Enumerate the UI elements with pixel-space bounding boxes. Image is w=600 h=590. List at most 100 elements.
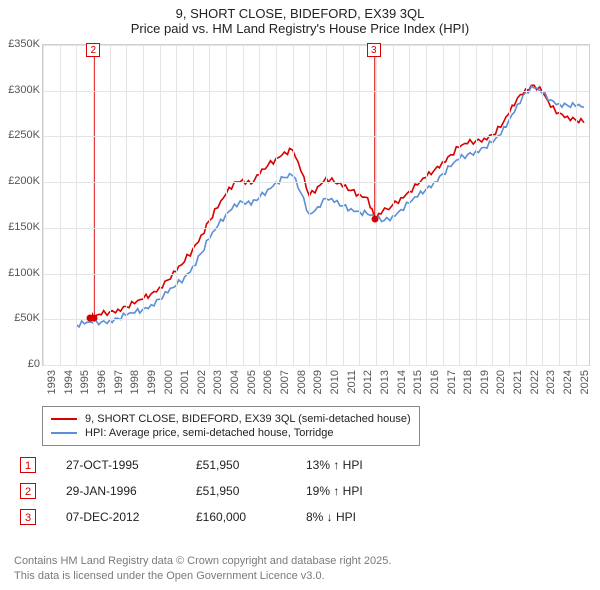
y-tick-label: £0 (0, 358, 40, 370)
y-tick-label: £200K (0, 175, 40, 187)
tx-price: £51,950 (196, 484, 306, 498)
gridline-h (43, 182, 589, 183)
x-tick-label: 2005 (246, 370, 258, 394)
y-tick-label: £250K (0, 129, 40, 141)
x-tick-label: 2010 (329, 370, 341, 394)
x-tick-label: 2014 (396, 370, 408, 394)
x-tick-label: 2007 (279, 370, 291, 394)
legend: 9, SHORT CLOSE, BIDEFORD, EX39 3QL (semi… (42, 406, 420, 446)
gridline-v (576, 45, 577, 365)
gridline-v (293, 45, 294, 365)
table-row: 2 29-JAN-1996£51,95019% ↑ HPI (20, 478, 426, 504)
gridline-h (43, 365, 589, 366)
x-tick-label: 2025 (579, 370, 591, 394)
gridline-v (76, 45, 77, 365)
gridline-v (60, 45, 61, 365)
x-tick-label: 1999 (146, 370, 158, 394)
gridline-v (376, 45, 377, 365)
footer-line2: This data is licensed under the Open Gov… (14, 569, 391, 584)
x-tick-label: 2013 (379, 370, 391, 394)
legend-item: HPI: Average price, semi-detached house,… (51, 427, 411, 439)
titles: 9, SHORT CLOSE, BIDEFORD, EX39 3QL Price… (0, 0, 600, 36)
tx-marker: 3 (20, 509, 36, 525)
gridline-v (126, 45, 127, 365)
gridline-v (526, 45, 527, 365)
gridline-v (143, 45, 144, 365)
gridline-v (243, 45, 244, 365)
gridline-v (409, 45, 410, 365)
sale-marker-label: 2 (86, 43, 100, 57)
gridline-v (160, 45, 161, 365)
tx-marker: 2 (20, 483, 36, 499)
gridline-v (43, 45, 44, 365)
gridline-v (359, 45, 360, 365)
series-line (76, 86, 584, 327)
tx-date: 29-JAN-1996 (66, 484, 196, 498)
x-tick-label: 2000 (163, 370, 175, 394)
x-tick-label: 1994 (63, 370, 75, 394)
x-tick-label: 1995 (79, 370, 91, 394)
subtitle: Price paid vs. HM Land Registry's House … (0, 21, 600, 36)
gridline-v (276, 45, 277, 365)
gridline-h (43, 91, 589, 92)
legend-label: 9, SHORT CLOSE, BIDEFORD, EX39 3QL (semi… (85, 413, 411, 425)
address-title: 9, SHORT CLOSE, BIDEFORD, EX39 3QL (0, 6, 600, 21)
x-tick-label: 1997 (113, 370, 125, 394)
gridline-v (476, 45, 477, 365)
gridline-v (110, 45, 111, 365)
x-tick-label: 2016 (429, 370, 441, 394)
gridline-v (226, 45, 227, 365)
x-tick-label: 2020 (495, 370, 507, 394)
table-row: 127-OCT-1995£51,95013% ↑ HPI (20, 452, 426, 478)
gridline-v (443, 45, 444, 365)
x-tick-label: 2022 (529, 370, 541, 394)
x-tick-label: 2019 (479, 370, 491, 394)
gridline-v (343, 45, 344, 365)
x-tick-label: 2012 (362, 370, 374, 394)
x-tick-label: 2015 (412, 370, 424, 394)
legend-swatch (51, 432, 77, 434)
x-tick-label: 2024 (562, 370, 574, 394)
x-tick-label: 2003 (212, 370, 224, 394)
gridline-h (43, 319, 589, 320)
x-tick-label: 1998 (129, 370, 141, 394)
legend-label: HPI: Average price, semi-detached house,… (85, 427, 333, 439)
x-tick-label: 1996 (96, 370, 108, 394)
gridline-v (459, 45, 460, 365)
gridline-h (43, 274, 589, 275)
tx-delta: 19% ↑ HPI (306, 484, 426, 498)
series-svg (43, 45, 589, 365)
tx-marker: 1 (20, 457, 36, 473)
gridline-h (43, 136, 589, 137)
x-tick-label: 2021 (512, 370, 524, 394)
table-row: 3 07-DEC-2012£160,0008% ↓ HPI (20, 504, 426, 530)
gridline-h (43, 45, 589, 46)
legend-swatch (51, 418, 77, 420)
gridline-v (326, 45, 327, 365)
tx-delta: 8% ↓ HPI (306, 510, 426, 524)
sale-marker-label: 3 (367, 43, 381, 57)
gridline-v (542, 45, 543, 365)
x-tick-label: 2011 (346, 370, 358, 394)
tx-price: £160,000 (196, 510, 306, 524)
gridline-v (559, 45, 560, 365)
x-tick-label: 2002 (196, 370, 208, 394)
y-tick-label: £50K (0, 312, 40, 324)
gridline-v (309, 45, 310, 365)
x-tick-label: 2004 (229, 370, 241, 394)
transaction-table: 127-OCT-1995£51,95013% ↑ HPI229-JAN-1996… (20, 452, 426, 530)
plot-area (42, 44, 590, 366)
gridline-v (492, 45, 493, 365)
x-tick-label: 2009 (312, 370, 324, 394)
tx-delta: 13% ↑ HPI (306, 458, 426, 472)
gridline-v (509, 45, 510, 365)
gridline-v (426, 45, 427, 365)
footer-line1: Contains HM Land Registry data © Crown c… (14, 554, 391, 569)
sale-dot (371, 215, 378, 222)
chart-container: 9, SHORT CLOSE, BIDEFORD, EX39 3QL Price… (0, 0, 600, 590)
x-tick-label: 1993 (46, 370, 58, 394)
gridline-v (176, 45, 177, 365)
tx-price: £51,950 (196, 458, 306, 472)
tx-date: 07-DEC-2012 (66, 510, 196, 524)
x-tick-label: 2017 (446, 370, 458, 394)
